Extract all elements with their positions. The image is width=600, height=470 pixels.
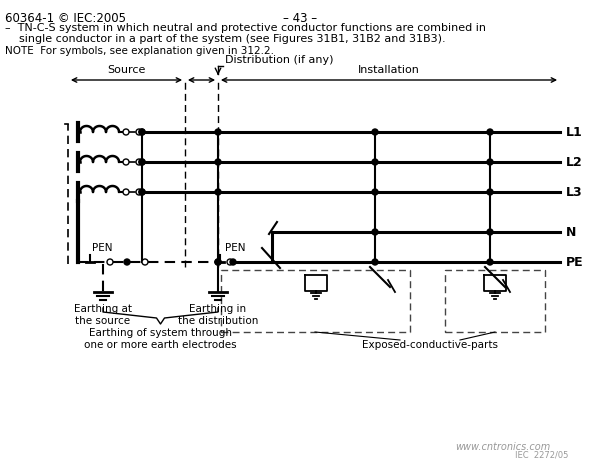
Circle shape (215, 259, 221, 265)
Circle shape (372, 129, 378, 135)
Text: Earthing of system through
one or more earth electrodes: Earthing of system through one or more e… (84, 328, 237, 350)
Text: single conductor in a part of the system (see Figures 31B1, 31B2 and 31B3).: single conductor in a part of the system… (5, 34, 446, 44)
Circle shape (136, 159, 142, 165)
Text: PEN: PEN (92, 243, 113, 253)
Bar (445, 270, 545, 332)
Text: L3: L3 (566, 186, 583, 198)
Text: Distribution (if any): Distribution (if any) (225, 55, 334, 65)
Text: Source: Source (107, 65, 146, 75)
Circle shape (230, 259, 236, 265)
Text: NOTE  For symbols, see explanation given in 312.2.: NOTE For symbols, see explanation given … (5, 46, 274, 56)
Text: –  TN-C-S system in which neutral and protective conductor functions are combine: – TN-C-S system in which neutral and pro… (5, 23, 486, 33)
Text: – 43 –: – 43 – (283, 12, 317, 25)
Text: Earthing in
the distribution: Earthing in the distribution (178, 304, 258, 326)
Circle shape (372, 159, 378, 165)
Circle shape (487, 159, 493, 165)
Circle shape (487, 229, 493, 235)
Circle shape (487, 189, 493, 195)
Text: L2: L2 (566, 156, 583, 169)
Circle shape (227, 259, 233, 265)
Circle shape (139, 129, 145, 135)
Circle shape (487, 259, 493, 265)
Text: IEC  2272/05: IEC 2272/05 (515, 451, 568, 460)
Circle shape (136, 129, 142, 135)
Text: PEN: PEN (225, 243, 245, 253)
Text: Installation: Installation (358, 65, 420, 75)
Circle shape (136, 189, 142, 195)
Circle shape (215, 159, 221, 165)
Circle shape (124, 259, 130, 265)
Circle shape (139, 159, 145, 165)
Circle shape (107, 259, 113, 265)
Circle shape (215, 129, 221, 135)
Text: PE: PE (566, 256, 584, 268)
Circle shape (139, 189, 145, 195)
Text: 60364-1 © IEC:2005: 60364-1 © IEC:2005 (5, 12, 126, 25)
Circle shape (372, 229, 378, 235)
Circle shape (139, 159, 145, 165)
Circle shape (215, 189, 221, 195)
Circle shape (487, 129, 493, 135)
Circle shape (215, 259, 221, 265)
Text: N: N (566, 226, 577, 238)
Circle shape (123, 189, 129, 195)
Circle shape (139, 189, 145, 195)
Circle shape (372, 259, 378, 265)
Text: www.cntronics.com: www.cntronics.com (455, 442, 550, 452)
Circle shape (139, 129, 145, 135)
Circle shape (123, 129, 129, 135)
Circle shape (123, 159, 129, 165)
Bar (221, 270, 410, 332)
Circle shape (142, 259, 148, 265)
Text: L1: L1 (566, 125, 583, 139)
Text: Exposed-conductive-parts: Exposed-conductive-parts (362, 340, 498, 350)
Text: Earthing at
the source: Earthing at the source (74, 304, 132, 326)
Circle shape (372, 189, 378, 195)
